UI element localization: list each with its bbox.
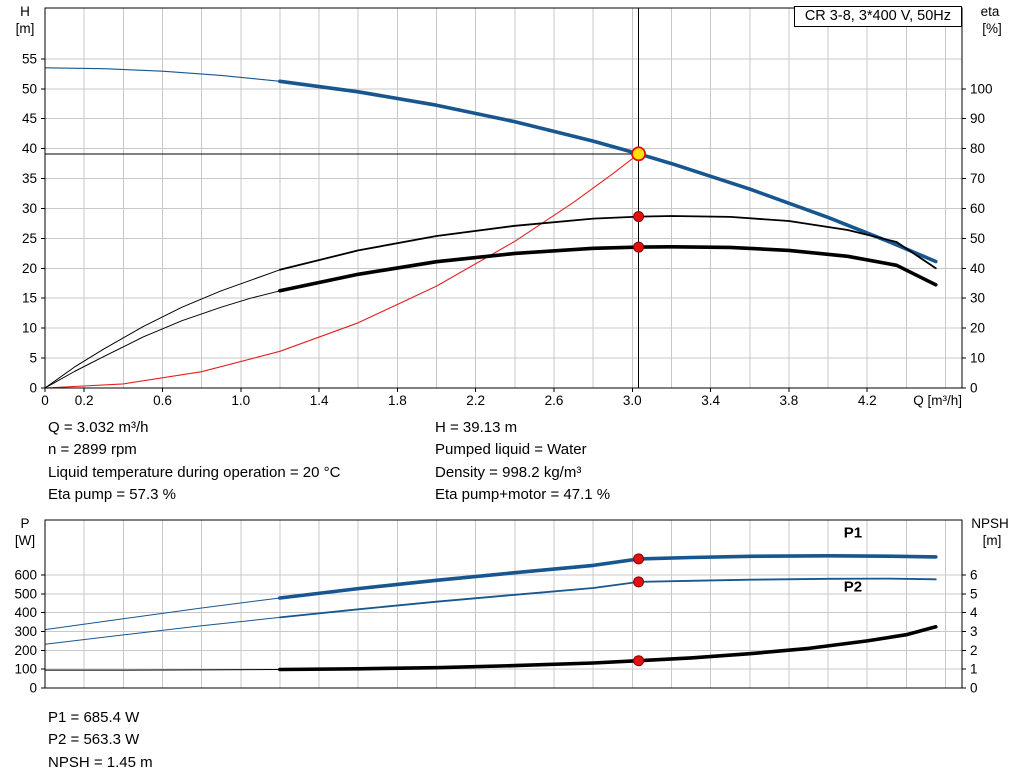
eta-pump-curve-thin xyxy=(44,269,281,389)
x-tick-label: 0.2 xyxy=(75,393,94,408)
pump-model-label: CR 3-8, 3*400 V, 50Hz xyxy=(793,6,962,27)
y-right-tick-label: 1 xyxy=(970,662,978,677)
y-left-tick-label: 15 xyxy=(22,291,37,306)
eta-pump-point xyxy=(633,211,645,223)
operating-point[interactable] xyxy=(631,146,646,162)
x-tick-label: 1.4 xyxy=(310,393,329,408)
x-tick-label: 3.8 xyxy=(780,393,799,408)
y-right-axis-unit: [m] xyxy=(983,533,1002,548)
info-p2: P2 = 563.3 W xyxy=(48,731,140,749)
y-left-tick-label: 25 xyxy=(22,231,37,246)
y-left-tick-label: 400 xyxy=(14,605,37,620)
x-tick-label: 4.2 xyxy=(858,393,877,408)
y-right-axis-label: NPSH xyxy=(971,516,1009,531)
y-left-tick-label: 55 xyxy=(22,51,37,66)
info-head: H = 39.13 m xyxy=(435,419,518,436)
info-speed: n = 2899 rpm xyxy=(48,441,137,459)
y-right-tick-label: 70 xyxy=(970,171,985,186)
y-right-tick-label: 90 xyxy=(970,111,985,126)
x-tick-label: 2.6 xyxy=(545,393,564,408)
info-liquid-temperature: Liquid temperature during operation = 20… xyxy=(48,463,341,481)
plot-border xyxy=(44,519,963,689)
y-right-axis-unit: [%] xyxy=(982,21,1002,36)
p2-curve xyxy=(278,577,937,619)
info-eta-pump-motor: Eta pump+motor = 47.1 % xyxy=(435,486,611,504)
y-left-tick-label: 600 xyxy=(14,567,37,582)
p1-label: P1 xyxy=(844,524,862,541)
x-tick-label: 0.6 xyxy=(153,393,172,408)
y-right-tick-label: 4 xyxy=(970,605,978,620)
x-tick-label: 1.8 xyxy=(388,393,407,408)
power-data-panel: P1 = 685.4 W P2 = 563.3 W NPSH = 1.45 m xyxy=(48,707,153,774)
info-flow: Q = 3.032 m³/h xyxy=(48,419,149,436)
y-right-tick-label: 50 xyxy=(970,231,985,246)
x-tick-label: 2.2 xyxy=(466,393,485,408)
plot-border xyxy=(44,7,963,389)
y-left-tick-label: 0 xyxy=(29,681,37,696)
p1-curve xyxy=(278,553,938,600)
y-right-tick-label: 2 xyxy=(970,643,978,658)
eta-pump-motor-curve-thin xyxy=(44,290,281,389)
y-left-tick-label: 200 xyxy=(14,643,37,658)
y-left-tick-label: 45 xyxy=(22,111,37,126)
y-right-tick-label: 20 xyxy=(970,321,985,336)
p1-curve-thin xyxy=(44,597,281,631)
x-tick-label: 1.0 xyxy=(231,393,250,408)
y-right-tick-label: 100 xyxy=(970,81,993,96)
info-eta-pump: Eta pump = 57.3 % xyxy=(48,486,176,504)
y-left-tick-label: 5 xyxy=(29,351,37,366)
eta-pump-motor-point xyxy=(633,241,645,253)
y-right-tick-label: 30 xyxy=(970,291,985,306)
y-right-tick-label: 0 xyxy=(970,681,978,696)
npsh-point xyxy=(633,655,645,667)
y-right-tick-label: 10 xyxy=(970,351,985,366)
x-tick-label: 3.0 xyxy=(623,393,642,408)
info-npsh: NPSH = 1.45 m xyxy=(48,753,153,771)
y-left-tick-label: 500 xyxy=(14,586,37,601)
p2-point xyxy=(633,576,645,588)
system-curve xyxy=(44,153,640,389)
y-left-tick-label: 0 xyxy=(29,381,37,396)
y-left-tick-label: 10 xyxy=(22,321,37,336)
y-right-tick-label: 0 xyxy=(970,381,978,396)
npsh-curve xyxy=(278,625,938,672)
eta-pump-motor-curve xyxy=(278,245,938,293)
y-left-tick-label: 300 xyxy=(14,624,37,639)
operating-data-panel-right: H = 39.13 m Pumped liquid = Water Densit… xyxy=(435,417,610,507)
y-right-tick-label: 6 xyxy=(970,567,978,582)
y-left-axis-label: H xyxy=(20,4,30,19)
y-right-tick-label: 60 xyxy=(970,201,985,216)
y-right-axis-label: eta xyxy=(981,4,1000,19)
hq-curve-thin xyxy=(44,67,281,82)
y-left-tick-label: 50 xyxy=(22,81,37,96)
x-axis-label: Q [m³/h] xyxy=(913,393,962,408)
y-left-axis-unit: [m] xyxy=(16,21,35,36)
y-right-tick-label: 5 xyxy=(970,586,978,601)
operating-data-panel-left: Q = 3.032 m³/h n = 2899 rpm Liquid tempe… xyxy=(48,417,340,507)
y-right-tick-label: 80 xyxy=(970,141,985,156)
eta-pump-curve xyxy=(278,215,937,271)
p1-point xyxy=(633,553,645,565)
y-left-tick-label: 40 xyxy=(22,141,37,156)
y-left-axis-unit: [W] xyxy=(15,533,35,548)
y-left-axis-label: P xyxy=(20,516,29,531)
x-tick-label: 0 xyxy=(41,393,49,408)
info-pumped-liquid: Pumped liquid = Water xyxy=(435,441,587,459)
y-left-tick-label: 35 xyxy=(22,171,37,186)
info-p1: P1 = 685.4 W xyxy=(48,709,140,726)
y-right-tick-label: 3 xyxy=(970,624,978,639)
hq-curve xyxy=(278,79,938,264)
p2-curve-thin xyxy=(44,616,281,645)
power-npsh-chart: P1 P2 0 100 200 300 400 500 600 0 1 2 3 4 5 6 P [W] NPSH [m… xyxy=(14,516,1009,696)
y-left-tick-label: 20 xyxy=(22,261,37,276)
y-left-tick-label: 30 xyxy=(22,201,37,216)
info-density: Density = 998.2 kg/m³ xyxy=(435,463,582,481)
npsh-curve-thin xyxy=(44,669,281,671)
p2-label: P2 xyxy=(844,579,862,596)
x-tick-label: 3.4 xyxy=(701,393,720,408)
y-right-tick-label: 40 xyxy=(970,261,985,276)
y-left-tick-label: 100 xyxy=(14,662,37,677)
hq-eta-chart: 0 0.2 0.6 1.0 1.4 1.8 2.2 2.6 3.0 3.4 3.8 4.2 0 5 10 15… xyxy=(16,4,1002,408)
